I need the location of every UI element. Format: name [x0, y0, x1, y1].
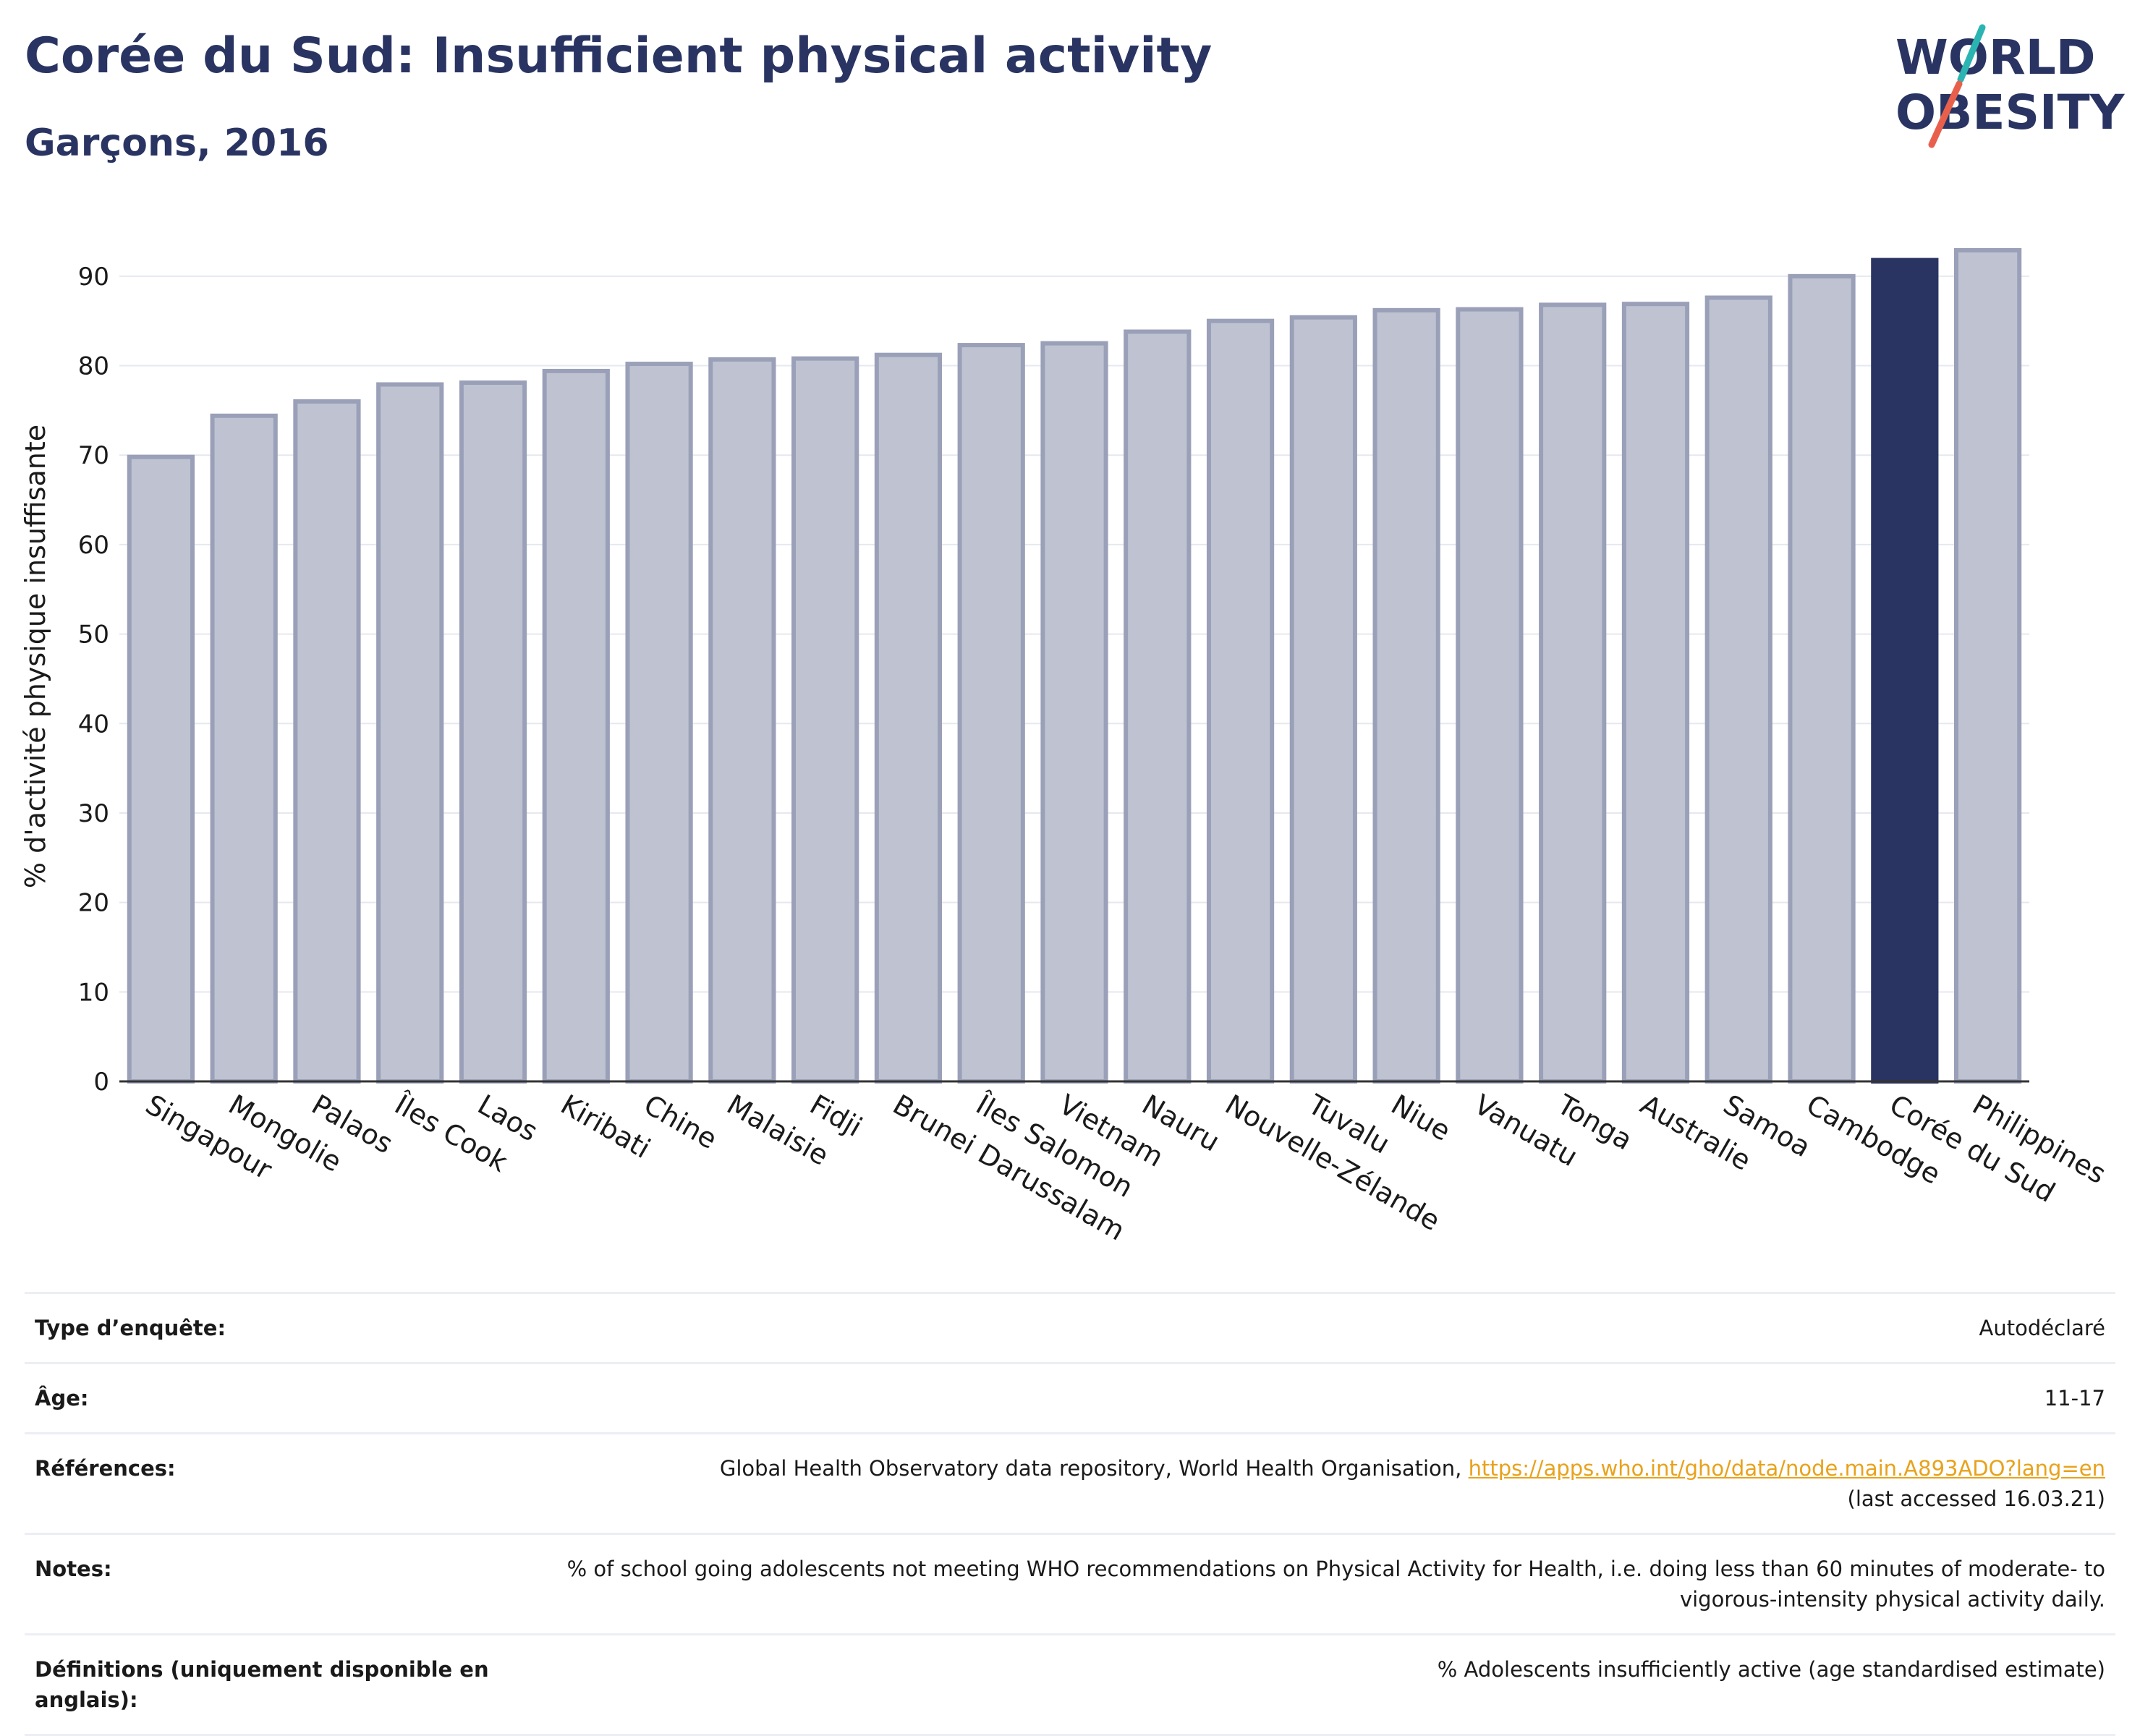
- info-row-definitions: Définitions (uniquement disponible en an…: [25, 1634, 2115, 1735]
- info-value: Autodéclaré: [1979, 1316, 2105, 1340]
- bar: [542, 368, 610, 1084]
- info-label: Définitions (uniquement disponible en an…: [35, 1657, 489, 1713]
- x-tick-label: Chine: [639, 1089, 723, 1155]
- bar: [1040, 341, 1108, 1084]
- y-tick-label: 80: [78, 352, 109, 381]
- bar: [127, 454, 195, 1084]
- info-table: Type d’enquête: Autodéclaré Âge: 11-17 R…: [25, 1292, 2115, 1736]
- bar: [1788, 273, 1856, 1084]
- x-tick-label: Kiribati: [556, 1089, 656, 1165]
- bar: [708, 357, 776, 1084]
- bar: [1704, 295, 1772, 1084]
- info-row-survey-type: Type d’enquête: Autodéclaré: [25, 1293, 2115, 1363]
- bar: [1456, 307, 1524, 1084]
- bar: [1621, 302, 1690, 1084]
- info-label: Âge:: [35, 1386, 89, 1411]
- bar: [1372, 307, 1440, 1084]
- y-tick-label: 10: [78, 978, 109, 1007]
- page-title: Corée du Sud: Insufficient physical acti…: [25, 27, 1213, 85]
- bar: [1539, 302, 1607, 1084]
- bar: [459, 380, 527, 1084]
- y-tick-label: 20: [78, 889, 109, 918]
- bar: [625, 362, 693, 1084]
- x-tick-label: Niue: [1386, 1089, 1456, 1147]
- logo-slash-teal: [1957, 24, 1986, 83]
- bar-chart: 0 10 20 30 40 50 60 70 80 90 SingapourMongoliePal…: [20, 247, 2112, 1247]
- info-label: Notes:: [35, 1557, 112, 1582]
- bar: [791, 356, 859, 1084]
- bar: [1953, 247, 2022, 1084]
- reference-accessed: (last accessed 16.03.21): [1847, 1486, 2105, 1512]
- info-row-notes: Notes: % of school going adolescents not…: [25, 1533, 2115, 1635]
- logo-line2: OBESITY: [1895, 85, 2126, 140]
- y-tick-label: 90: [78, 263, 109, 292]
- y-tick-label: 40: [78, 710, 109, 739]
- y-axis-title: % d'activité physique insuffisante: [20, 425, 51, 888]
- info-label: Références:: [35, 1456, 176, 1481]
- bar: [1124, 329, 1192, 1084]
- bar: [376, 382, 444, 1084]
- bar: [210, 413, 278, 1084]
- info-value: 11-17: [2044, 1386, 2105, 1411]
- bar: [874, 352, 943, 1084]
- logo-slash-red: [1928, 80, 1963, 148]
- info-row-references: Références: Global Health Observatory da…: [25, 1433, 2115, 1534]
- bar: [293, 399, 361, 1084]
- bar-highlight: [1871, 258, 1939, 1084]
- bar: [1289, 315, 1357, 1084]
- info-value: % Adolescents insufficiently active (age…: [1437, 1657, 2105, 1682]
- bar: [1206, 318, 1275, 1084]
- y-tick-label: 60: [78, 531, 109, 560]
- y-tick-label: 50: [78, 621, 109, 650]
- y-tick-label: 70: [78, 441, 109, 470]
- info-value: Global Health Observatory data repositor…: [537, 1434, 2115, 1534]
- logo-line1: WORLD: [1895, 30, 2096, 85]
- bar: [957, 343, 1025, 1084]
- info-row-age: Âge: 11-17: [25, 1363, 2115, 1434]
- y-tick-label: 30: [78, 799, 109, 828]
- reference-text: Global Health Observatory data repositor…: [719, 1456, 1469, 1481]
- world-obesity-logo: WORLD OBESITY: [1895, 24, 2126, 148]
- y-tick-label: 0: [93, 1068, 109, 1097]
- info-label: Type d’enquête:: [35, 1316, 226, 1340]
- reference-link[interactable]: https://apps.who.int/gho/data/node.main.…: [1468, 1456, 2105, 1481]
- page-subtitle: Garçons, 2016: [25, 122, 329, 165]
- info-value: % of school going adolescents not meetin…: [566, 1557, 2105, 1612]
- y-tick-labels: 0 10 20 30 40 50 60 70 80 90: [78, 263, 109, 1097]
- bars: [127, 247, 2022, 1084]
